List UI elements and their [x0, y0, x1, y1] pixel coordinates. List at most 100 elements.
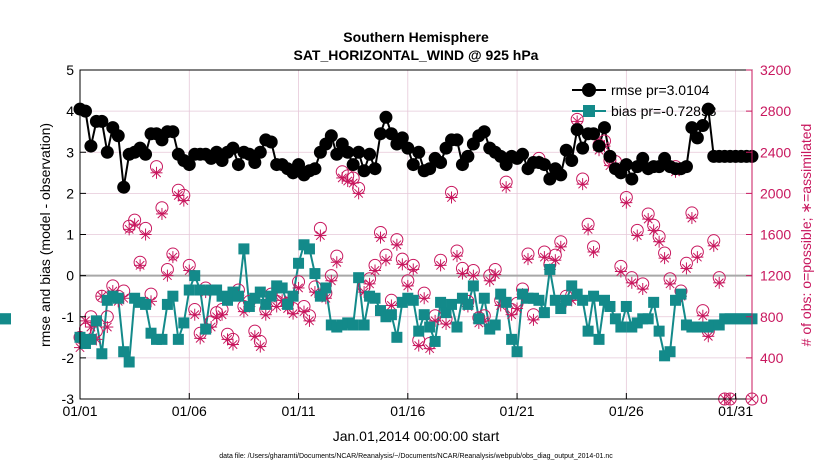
bias-point — [369, 292, 381, 304]
rmse-point — [341, 145, 355, 159]
bias-point — [178, 317, 190, 329]
obs-assimilated-point — [647, 224, 660, 237]
obs-assimilated-point — [467, 269, 480, 282]
bias-point — [353, 272, 365, 284]
legend-bias-label: bias pr=-0.72898 — [611, 103, 717, 119]
obs-assimilated-point — [401, 279, 414, 292]
obs-assimilated-point — [369, 264, 382, 277]
asterisk-stroke — [304, 316, 315, 326]
asterisk-stroke — [386, 300, 396, 310]
obs-assimilated-point — [216, 308, 229, 321]
rmse-point — [100, 145, 114, 159]
asterisk-stroke — [255, 342, 265, 352]
bias-point — [413, 325, 425, 337]
bias-point — [560, 294, 572, 306]
x-tick-label: 01/01 — [62, 403, 97, 419]
obs-assimilated-point — [625, 276, 638, 289]
legend-bias-marker — [583, 105, 595, 117]
asterisk-stroke — [130, 219, 140, 229]
rmse-point — [264, 135, 278, 149]
rmse-point — [182, 158, 196, 172]
rmse-point — [701, 102, 715, 116]
rmse-point — [461, 149, 475, 163]
asterisk-stroke — [578, 179, 588, 189]
obs-assimilated-point — [440, 317, 453, 330]
obs-assimilated-point — [434, 259, 447, 272]
asterisk-stroke — [195, 333, 205, 343]
obs-assimilated-point — [314, 229, 327, 242]
obs-assimilated-point — [664, 277, 677, 290]
rmse-point — [253, 145, 267, 159]
rmse-point — [570, 123, 584, 137]
bias-point — [238, 243, 250, 255]
obs-assimilated-point — [150, 166, 163, 179]
bias-point — [320, 282, 332, 294]
asterisk-stroke — [370, 265, 380, 276]
bias-point — [194, 284, 206, 296]
asterisk-stroke — [419, 293, 429, 303]
bias-point — [282, 298, 294, 310]
bias-point — [391, 331, 403, 343]
bias-point — [167, 290, 179, 302]
asterisk-stroke — [589, 247, 599, 257]
asterisk-stroke — [446, 192, 457, 203]
bias-point — [123, 356, 135, 368]
asterisk-stroke — [501, 182, 511, 192]
asterisk-stroke — [638, 284, 648, 294]
asterisk-stroke — [556, 242, 566, 252]
rmse-point — [95, 114, 109, 128]
rmse-point — [543, 172, 557, 186]
y-left-tick-label: -1 — [62, 309, 75, 325]
obs-assimilated-point — [587, 245, 600, 258]
obs-assimilated-point — [412, 339, 425, 352]
obs-assimilated-point — [582, 223, 595, 236]
obs-assimilated-point — [390, 238, 403, 251]
obs-assimilated-point — [576, 178, 589, 191]
obs-assimilated-point — [658, 252, 671, 265]
bias-point — [598, 294, 610, 306]
obs-assimilated-point — [691, 251, 704, 264]
y-right-tick-label: 0 — [760, 391, 768, 407]
bias-point — [456, 292, 468, 304]
obs-assimilated-point — [166, 251, 179, 264]
rmse-point — [412, 145, 426, 159]
obs-assimilated-point — [522, 253, 534, 266]
obs-assimilated-point — [631, 229, 644, 242]
bias-point — [462, 298, 474, 310]
obs-assimilated-point — [379, 254, 392, 267]
asterisk-stroke — [288, 309, 298, 319]
obs-assimilated-point — [685, 212, 698, 225]
axes-ticks: -3 -2 -1 0 1 2 3 4 5 0 400 800 1200 1600 2000 2400 2800 3… — [62, 62, 792, 419]
bias-point — [549, 294, 561, 306]
asterisk-stroke — [698, 311, 708, 321]
bias-point — [293, 257, 305, 269]
asterisk-stroke — [703, 331, 713, 341]
asterisk-stroke — [135, 260, 145, 270]
asterisk-stroke — [102, 322, 112, 332]
rmse-point — [406, 158, 420, 172]
obs-assimilated-point — [134, 259, 147, 272]
asterisk-stroke — [654, 237, 664, 247]
obs-assimilated-point — [330, 256, 343, 269]
obs-assimilated-point — [713, 276, 726, 289]
bias-point — [511, 346, 523, 358]
asterisk-stroke — [151, 168, 162, 178]
bias-point — [713, 319, 725, 331]
asterisk-stroke — [616, 266, 626, 277]
asterisk-stroke — [692, 252, 702, 262]
asterisk-stroke — [80, 316, 91, 326]
asterisk-stroke — [315, 230, 325, 241]
asterisk-stroke — [365, 279, 375, 289]
asterisk-stroke — [375, 233, 386, 243]
y-left-tick-label: -3 — [62, 391, 75, 407]
bias-point — [314, 290, 326, 302]
obs-assimilated-point — [429, 314, 442, 327]
asterisk-stroke — [436, 260, 446, 270]
bias-point — [287, 290, 299, 302]
rmse-point — [516, 147, 530, 161]
rmse-point — [308, 162, 322, 176]
y-left-tick-label: 2 — [66, 185, 74, 201]
obs-assimilated-point — [155, 207, 168, 220]
rmse-point — [619, 158, 633, 172]
bias-point — [145, 327, 157, 339]
